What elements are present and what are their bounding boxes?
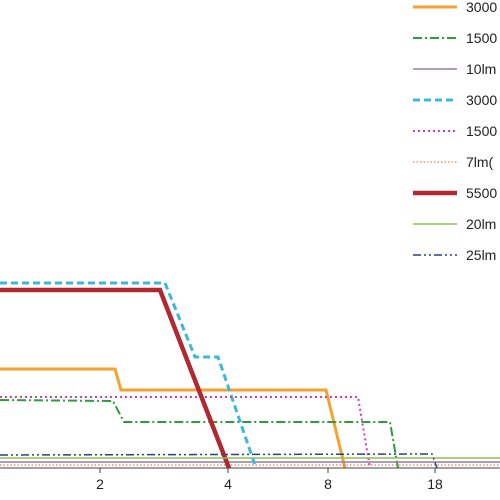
x-tick-label: 18 bbox=[427, 476, 443, 492]
series-line-9 bbox=[0, 453, 438, 469]
series-line-1 bbox=[0, 367, 347, 469]
series-line-5 bbox=[0, 396, 371, 469]
legend-label: 1500 bbox=[466, 30, 497, 46]
series-line-7 bbox=[0, 287, 232, 469]
legend-label: 5500 bbox=[466, 185, 497, 201]
x-tick-label: 8 bbox=[324, 476, 332, 492]
series-line-4 bbox=[0, 281, 258, 469]
x-tick-label: 2 bbox=[96, 476, 104, 492]
legend-label: 10lm bbox=[466, 61, 496, 77]
x-tick-label: 4 bbox=[224, 476, 232, 492]
legend-label: 3000 bbox=[466, 92, 497, 108]
series-line-2 bbox=[0, 399, 399, 469]
legend-label: 25lm bbox=[466, 247, 496, 263]
plot-area bbox=[0, 281, 500, 469]
legend-label: 20lm bbox=[466, 216, 496, 232]
legend-label: 7lm( bbox=[466, 154, 494, 170]
legend: 3000 1500 10lm 3000 1500 7lm( 5500 20lm 25lm bbox=[413, 0, 497, 263]
legend-label: 3000 bbox=[466, 0, 497, 15]
x-axis-ticks: 2 4 8 18 bbox=[96, 468, 443, 492]
legend-label: 1500 bbox=[466, 123, 497, 139]
